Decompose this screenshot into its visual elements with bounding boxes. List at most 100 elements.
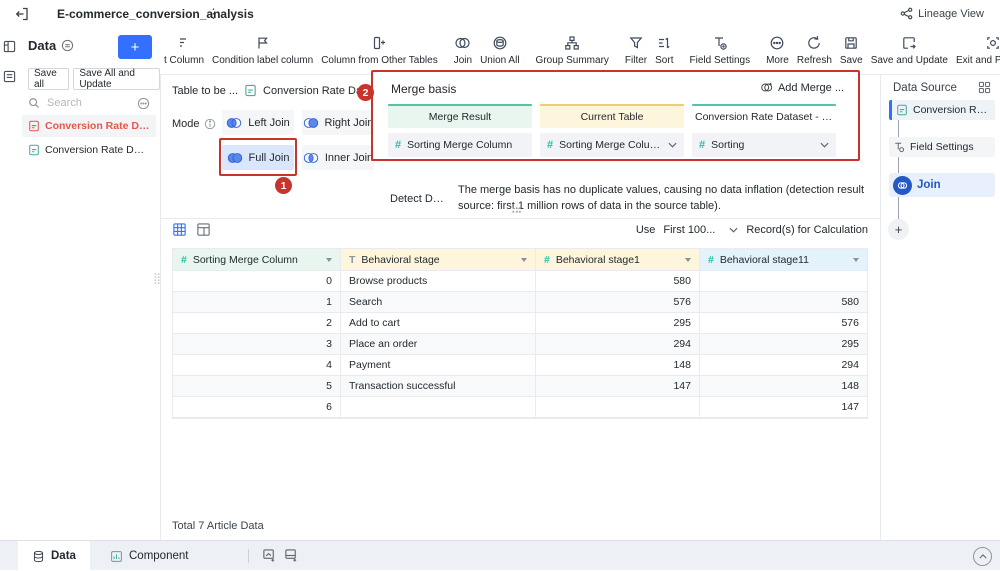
column-header-behavioral-stage11[interactable]: # Behavioral stage11 (700, 249, 867, 271)
left-icon-strip (0, 28, 19, 540)
preview-table: # Sorting Merge Column T Behavioral stag… (172, 248, 868, 419)
chevron-down-icon (521, 257, 527, 262)
group-summary-icon (564, 35, 580, 51)
use-label: Use (635, 224, 656, 236)
data-source-panel: Data Source Conversion Rate Dat... Field… (880, 75, 1000, 540)
refresh-icon (806, 35, 822, 51)
toolbar-sort[interactable]: Sort (655, 35, 673, 66)
toolbar-save-and-update[interactable]: Save and Update (871, 35, 948, 66)
record-count-select[interactable]: First 100... (663, 224, 738, 236)
dataset-doc-icon (244, 84, 257, 97)
toolbar-save[interactable]: Save (840, 35, 863, 66)
record-calculation-row: Use First 100... Record(s) for Calculati… (0, 224, 868, 236)
sidebar-item-dataset-1[interactable]: Conversion Rate Dataset... (22, 115, 156, 137)
other-table-field-select[interactable]: # Sorting (692, 133, 836, 157)
database-icon (32, 550, 45, 563)
other-table-header: Conversion Rate Dataset - Preparat... (692, 104, 836, 128)
table-drag-handle[interactable]: ⣿ (153, 273, 162, 285)
dataset-doc-icon (896, 104, 908, 116)
join-mode-right-join[interactable]: Right Join (302, 110, 374, 135)
detect-duplicate-text: The merge basis has no duplicate values,… (458, 184, 865, 212)
flow-connector (898, 120, 899, 137)
join-mode-full-join[interactable]: Full Join (222, 145, 294, 170)
sort-icon (656, 35, 672, 51)
search-options-icon[interactable] (137, 97, 150, 110)
save-all-button[interactable]: Save all (28, 68, 70, 90)
column-partial-icon (176, 35, 192, 51)
view-toggle-group (172, 222, 211, 237)
mode-row: Mode (172, 118, 216, 130)
grid-layout-icon[interactable] (978, 81, 991, 94)
layout-view-icon[interactable] (196, 222, 211, 237)
merge-basis-panel: Merge basis Add Merge ... Merge Result #… (371, 70, 860, 161)
column-header-sorting-merge-column[interactable]: # Sorting Merge Column (173, 249, 341, 271)
bottom-bar: Data Component (0, 540, 1000, 571)
merge-col-other: Conversion Rate Dataset - Preparat... # … (692, 104, 836, 157)
chevron-down-icon (668, 142, 677, 148)
current-table-field-select[interactable]: # Sorting Merge Column (540, 133, 684, 157)
column-header-behavioral-stage1[interactable]: # Behavioral stage1 (536, 249, 700, 271)
tab-component[interactable]: Component (96, 541, 202, 571)
resize-handle[interactable]: ⠿ (508, 205, 523, 215)
chevron-down-icon (853, 257, 859, 262)
sidebar-item-dataset-2[interactable]: Conversion Rate Dataset -... (22, 139, 156, 161)
join-mode-inner-join[interactable]: Inner Join (302, 145, 374, 170)
add-merge-icon (760, 81, 773, 94)
search-icon (28, 97, 40, 109)
table-row: 3 Place an order 294 295 (173, 334, 867, 355)
flow-node-join[interactable]: Join (889, 173, 995, 197)
bottom-bar-divider (248, 549, 249, 563)
search-input[interactable] (45, 96, 127, 110)
flow-node-field-settings[interactable]: Field Settings (889, 137, 995, 157)
add-chart-icon[interactable] (262, 548, 277, 563)
column-header-behavioral-stage[interactable]: T Behavioral stage (341, 249, 536, 271)
add-board-icon[interactable] (284, 548, 299, 563)
panel-layout-icon[interactable] (3, 40, 16, 53)
toolbar-item-column[interactable]: t Column (164, 35, 204, 66)
merge-col-current: Current Table # Sorting Merge Column (540, 104, 684, 157)
panel-list-icon[interactable] (3, 70, 16, 83)
title-kebab-menu-icon[interactable]: ⋮ (207, 6, 220, 21)
back-icon[interactable] (14, 6, 30, 22)
toolbar-union-all[interactable]: Union All (480, 35, 520, 66)
table-row: 5 Transaction successful 147 148 (173, 376, 867, 397)
toolbar-column-from-other-tables[interactable]: Column from Other Tables (321, 35, 438, 66)
join-mode-left-join[interactable]: Left Join (222, 110, 294, 135)
join-step-icon (893, 175, 912, 195)
toolbar-field-settings[interactable]: Field Settings (689, 35, 750, 66)
toolbar-filter[interactable]: Filter (625, 35, 647, 66)
detect-duplicate-row: Detect Dupli... The merge basis has no d… (390, 183, 875, 215)
save-floppy-icon (843, 35, 859, 51)
annotation-step-1-badge: 1 (275, 177, 292, 194)
number-type-icon: # (181, 253, 187, 266)
add-merge-button[interactable]: Add Merge ... (760, 81, 844, 94)
grid-view-icon[interactable] (172, 222, 187, 237)
text-type-icon: T (349, 253, 356, 266)
lineage-view-button[interactable]: Lineage View (900, 7, 984, 20)
tab-data[interactable]: Data (18, 541, 90, 571)
toolbar-join[interactable]: Join (454, 35, 472, 66)
table-row: 2 Add to cart 295 576 (173, 313, 867, 334)
dataset-doc-icon (28, 120, 40, 132)
toolbar-more[interactable]: More (766, 35, 789, 66)
toolbar-group-summary[interactable]: Group Summary (536, 35, 609, 66)
collapse-panel-icon[interactable] (973, 547, 992, 566)
field-settings-icon (893, 141, 905, 153)
toolbar-refresh[interactable]: Refresh (797, 35, 832, 66)
flow-node-source-table[interactable]: Conversion Rate Dat... (889, 100, 995, 120)
number-type-icon: # (395, 139, 402, 151)
info-icon[interactable] (204, 118, 216, 130)
edit-toolbar: t Column Condition label column Column f… (160, 28, 1000, 75)
add-step-button[interactable]: + (888, 219, 909, 240)
add-dataset-button[interactable]: + (118, 35, 152, 59)
toolbar-condition-label-column[interactable]: Condition label column (212, 35, 313, 66)
lineage-icon (900, 7, 913, 20)
flow-connector (898, 197, 899, 219)
column-plus-icon (371, 35, 387, 51)
sidebar-search (28, 96, 150, 116)
collapse-circle-icon[interactable] (61, 39, 74, 52)
chevron-down-icon (685, 257, 691, 262)
table-to-be-label: Table to be ... (172, 84, 239, 97)
save-all-and-update-button[interactable]: Save All and Update (73, 68, 160, 90)
toolbar-exit-and-preview[interactable]: Exit and Preview (956, 35, 1000, 66)
